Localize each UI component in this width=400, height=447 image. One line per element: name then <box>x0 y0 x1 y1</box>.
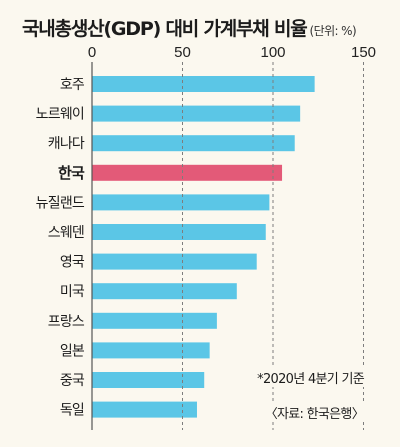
category-label-2: 노르웨이 <box>36 107 84 123</box>
chart-unit: (단위: %) <box>309 24 357 38</box>
chart-note: *2020년 4분기 기준 <box>255 368 366 387</box>
bar-1 <box>92 76 315 92</box>
x-tick-label-150: 150 <box>351 44 376 61</box>
category-label-7: 영국 <box>60 255 85 271</box>
category-label-11: 중국 <box>60 373 85 389</box>
category-label-8: 미국 <box>60 284 85 300</box>
bar-4 <box>92 164 283 181</box>
x-tick-label-0: 0 <box>88 44 96 61</box>
bar-11 <box>92 372 205 388</box>
category-label-10: 일본 <box>60 343 85 359</box>
chart-source: 〈자료: 한국은행〉 <box>262 403 366 422</box>
category-label-6: 스웨덴 <box>48 225 84 241</box>
category-label-4: 한국 <box>58 164 85 182</box>
category-label-1: 호주 <box>60 77 85 93</box>
chart-title: 국내총생산(GDP) 대비 가계부채 비율 <box>22 18 308 40</box>
bar-2 <box>92 105 301 122</box>
category-label-9: 프랑스 <box>48 314 85 330</box>
category-label-3: 캐나다 <box>48 136 85 152</box>
bar-8 <box>92 283 237 300</box>
category-label-12: 독일 <box>60 403 84 419</box>
bar-5 <box>92 194 270 211</box>
bar-3 <box>92 135 295 152</box>
chart-title-block: 국내총생산(GDP) 대비 가계부채 비율 (단위: %) <box>22 14 357 41</box>
bar-9 <box>92 312 217 329</box>
bar-10 <box>92 342 210 359</box>
x-tick-label-50: 50 <box>174 44 191 61</box>
bar-12 <box>92 401 197 418</box>
x-tick-label-100: 100 <box>260 44 285 61</box>
category-label-5: 뉴질랜드 <box>36 195 85 211</box>
bar-7 <box>92 253 257 270</box>
bar-6 <box>92 224 266 240</box>
